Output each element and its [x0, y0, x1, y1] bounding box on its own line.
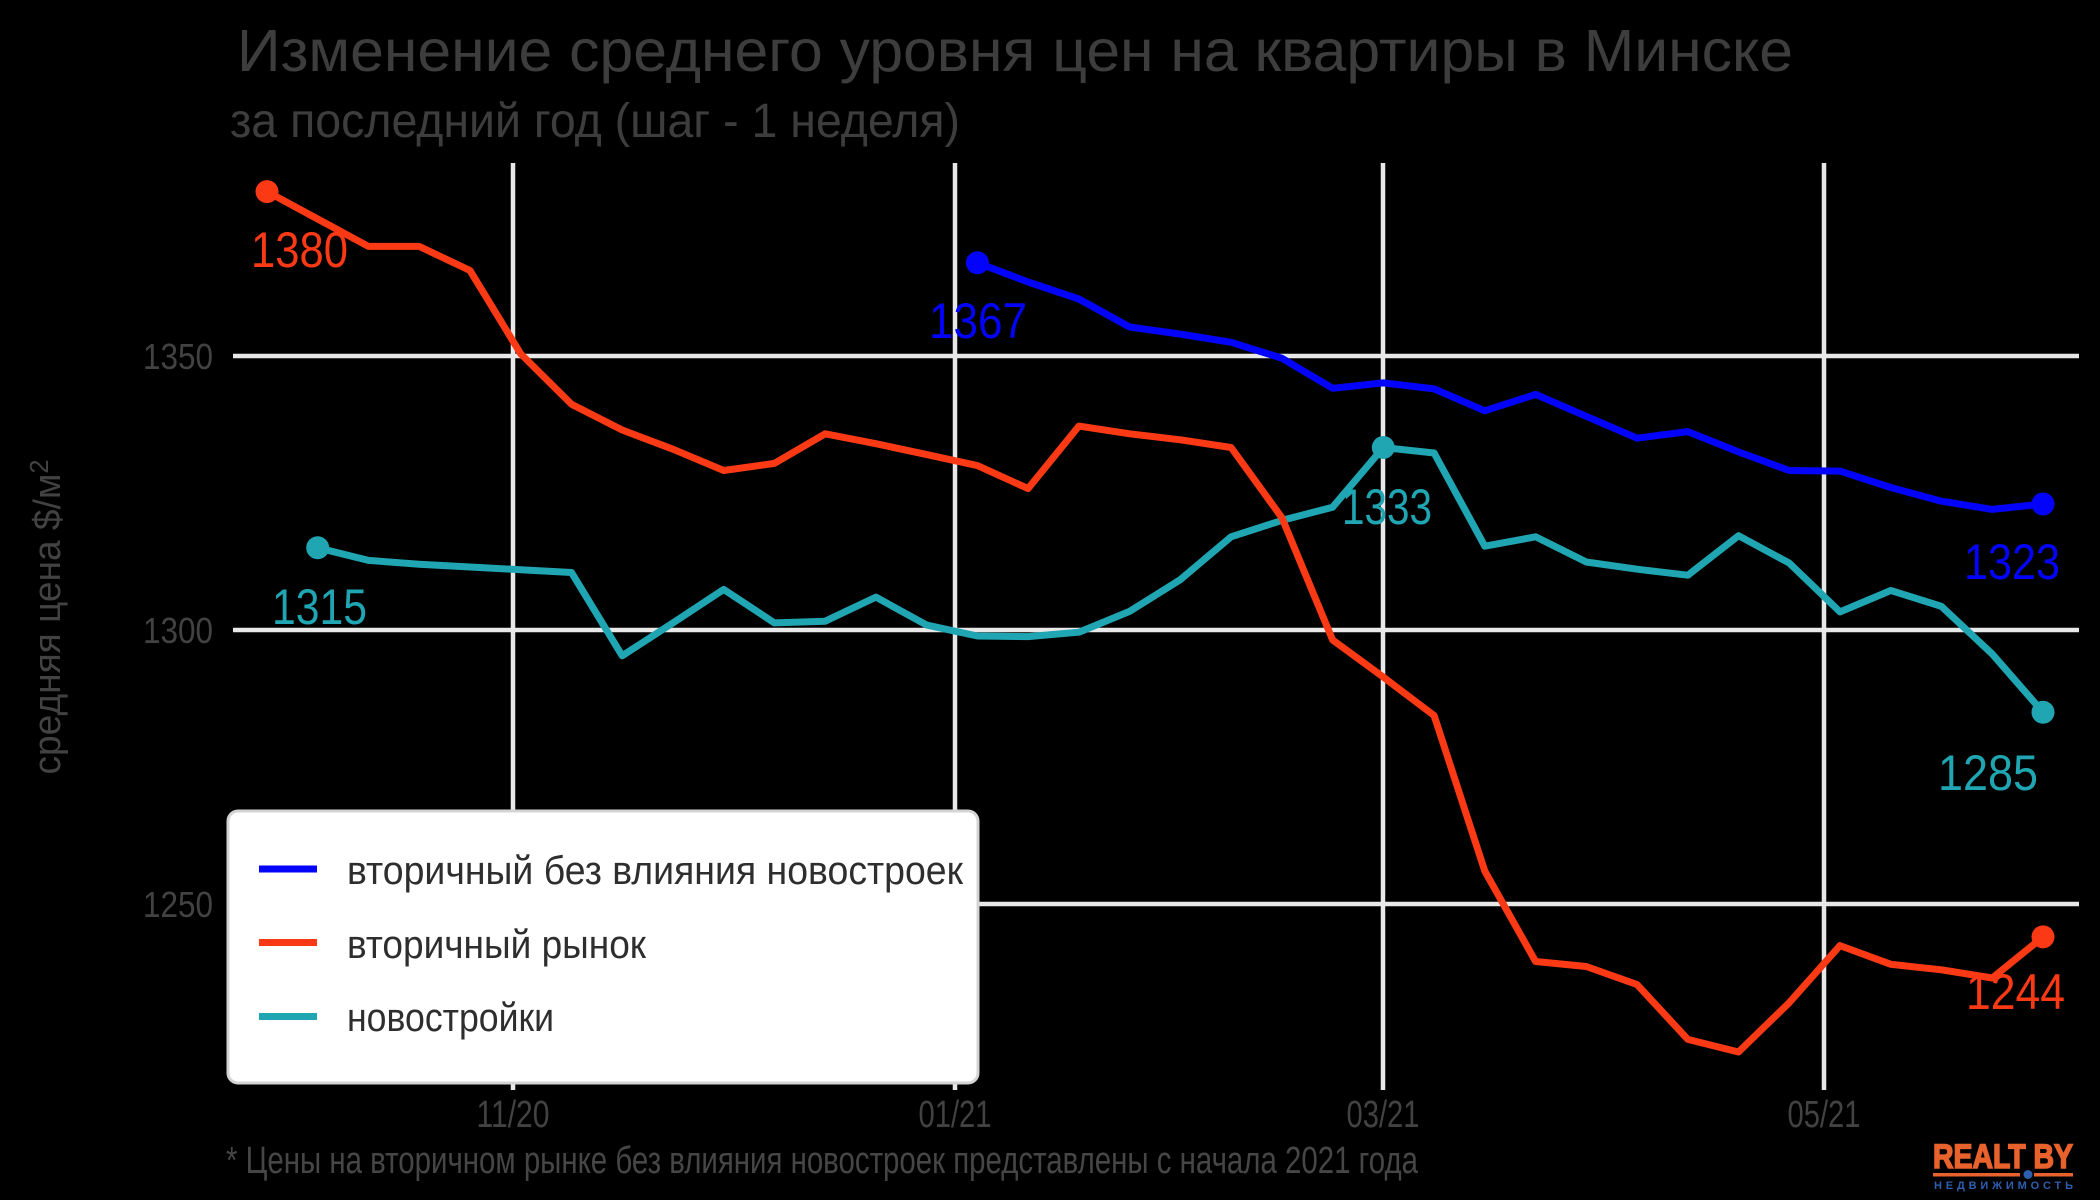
svg-text:1350: 1350 [143, 336, 213, 377]
svg-text:1285: 1285 [1938, 745, 2038, 801]
svg-text:1333: 1333 [1342, 479, 1432, 535]
svg-text:11/20: 11/20 [477, 1094, 550, 1136]
svg-text:1380: 1380 [251, 222, 348, 278]
svg-text:новостройки: новостройки [347, 996, 554, 1040]
svg-text:1244: 1244 [1966, 964, 2065, 1020]
svg-text:вторичный рынок: вторичный рынок [347, 923, 646, 967]
svg-text:1323: 1323 [1964, 534, 2060, 590]
svg-text:Изменение среднего уровня цен: Изменение среднего уровня цен на квартир… [237, 18, 1793, 84]
svg-text:1250: 1250 [143, 884, 213, 925]
svg-text:* Цены на вторичном рынке без: * Цены на вторичном рынке без влияния но… [226, 1140, 1419, 1182]
svg-text:1315: 1315 [272, 579, 367, 635]
svg-text:1367: 1367 [929, 293, 1027, 349]
svg-text:05/21: 05/21 [1788, 1094, 1861, 1136]
svg-text:средняя цена $/м2: средняя цена $/м2 [24, 459, 69, 774]
svg-text:за последний год (шаг - 1 неде: за последний год (шаг - 1 неделя) [230, 95, 960, 148]
svg-text:1300: 1300 [143, 610, 213, 651]
svg-text:REALT BY: REALT BY [1933, 1138, 2073, 1176]
svg-text:03/21: 03/21 [1347, 1094, 1420, 1136]
svg-text:01/21: 01/21 [919, 1094, 992, 1136]
svg-text:вторичный без влияния новостро: вторичный без влияния новостроек [347, 849, 963, 893]
